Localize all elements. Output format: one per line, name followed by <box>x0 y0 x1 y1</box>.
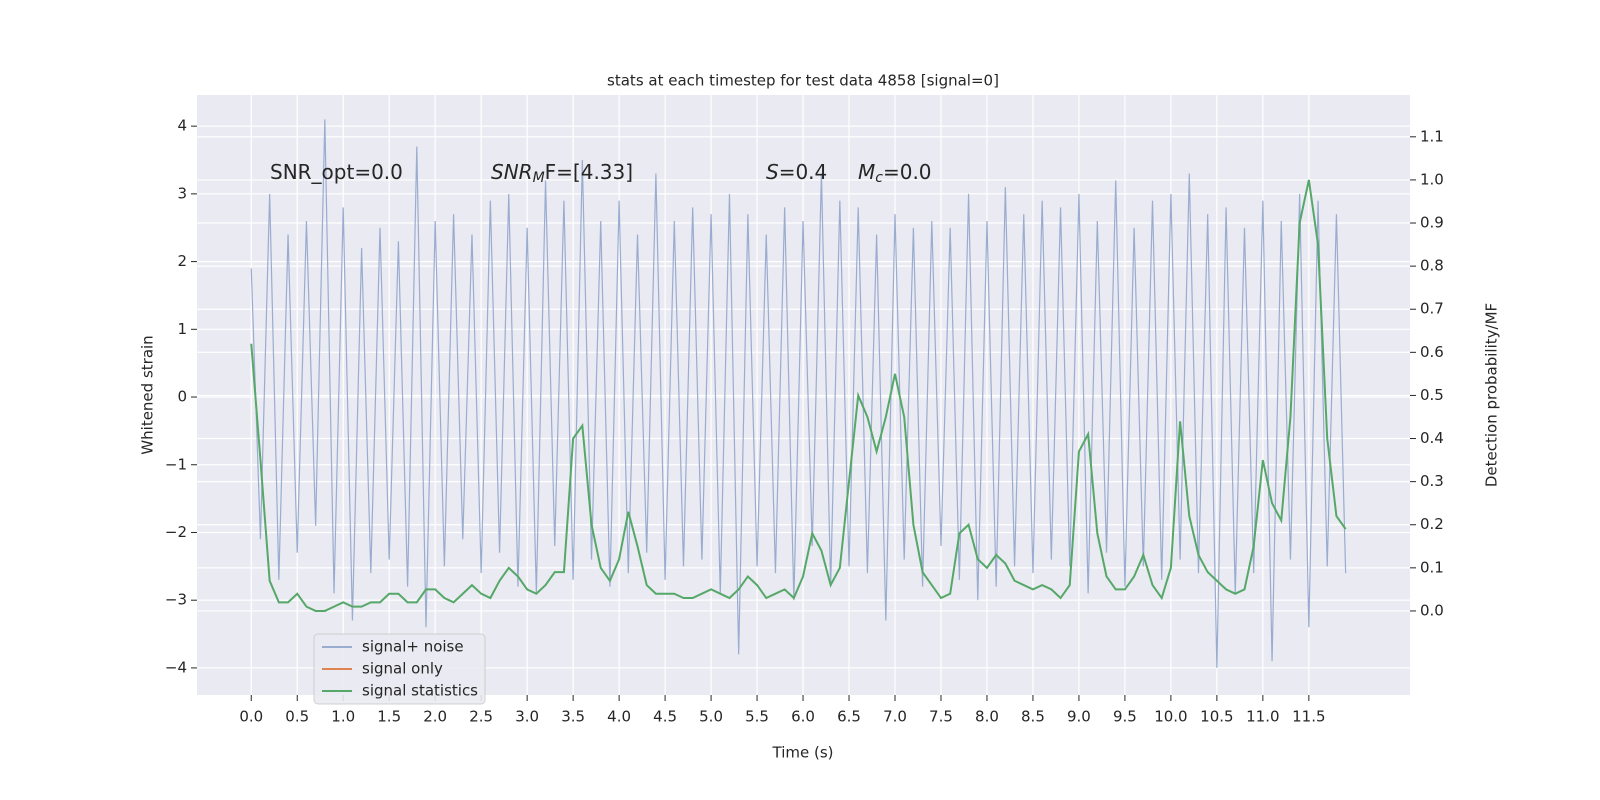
y-tick-label: −3 <box>165 591 187 609</box>
annotation-part: M <box>533 170 545 186</box>
x-tick-label: 7.5 <box>929 708 953 726</box>
y2-tick-label: 0.8 <box>1420 257 1444 275</box>
annotation-part: c <box>875 170 883 186</box>
legend-box <box>313 633 486 705</box>
x-tick-label: 4.5 <box>653 708 677 726</box>
y-tick-label: 3 <box>177 184 187 202</box>
x-tick-label: 6.5 <box>837 708 861 726</box>
x-tick-label: 9.0 <box>1067 708 1091 726</box>
y2-tick-label: 0.0 <box>1420 601 1444 619</box>
annotation-part: =0.0 <box>883 160 932 184</box>
annotation: SNR_opt=0.0 <box>270 160 403 184</box>
y-tick-label: 1 <box>177 320 187 338</box>
x-tick-label: 7.0 <box>883 708 907 726</box>
x-tick-label: 3.5 <box>561 708 585 726</box>
y-axis-label: Whitened strain <box>139 335 157 454</box>
y2-tick-label: 0.5 <box>1420 386 1444 404</box>
x-tick-label: 8.5 <box>1021 708 1045 726</box>
x-tick-label: 3.0 <box>515 708 539 726</box>
x-tick-label: 9.5 <box>1113 708 1137 726</box>
x-tick-label: 0.0 <box>239 708 263 726</box>
y2-tick-label: 0.1 <box>1420 558 1444 576</box>
x-tick-label: 0.5 <box>285 708 309 726</box>
x-tick-label: 2.5 <box>469 708 493 726</box>
x-tick-label: 10.0 <box>1154 708 1187 726</box>
y2-tick-label: 0.2 <box>1420 515 1444 533</box>
annotation: SNRMF=[4.33] <box>491 160 633 187</box>
legend-label: signal+ noise <box>362 638 464 656</box>
y-tick-label: −4 <box>165 658 187 676</box>
x-axis-label: Time (s) <box>772 744 834 762</box>
y2-tick-label: 0.6 <box>1420 343 1444 361</box>
x-tick-label: 11.0 <box>1246 708 1279 726</box>
y-tick-label: 2 <box>177 252 187 270</box>
x-tick-label: 1.5 <box>377 708 401 726</box>
y2-tick-label: 1.0 <box>1420 170 1444 188</box>
x-tick-label: 6.0 <box>791 708 815 726</box>
annotation: S=0.4 <box>766 160 827 184</box>
y2-tick-label: 0.3 <box>1420 472 1444 490</box>
y2-axis-label: Detection probability/MF <box>1483 303 1501 487</box>
annotation-part: =0.4 <box>779 160 828 184</box>
annotation-part: SNR_opt=0.0 <box>270 160 403 184</box>
x-tick-label: 11.5 <box>1292 708 1325 726</box>
legend-label: signal statistics <box>362 682 478 700</box>
annotation-part: SNR <box>491 160 533 184</box>
y-tick-label: 0 <box>177 388 187 406</box>
y-tick-label: 4 <box>177 117 187 135</box>
x-tick-label: 5.5 <box>745 708 769 726</box>
legend-label: signal only <box>362 660 443 678</box>
y2-tick-label: 0.4 <box>1420 429 1444 447</box>
series-line <box>250 119 1347 668</box>
x-tick-label: 10.5 <box>1200 708 1233 726</box>
annotation-part: M <box>858 160 875 184</box>
y2-tick-label: 0.9 <box>1420 214 1444 232</box>
annotation-part: S <box>766 160 779 184</box>
x-tick-label: 2.0 <box>423 708 447 726</box>
series-line <box>250 179 1347 612</box>
chart-title: stats at each timestep for test data 485… <box>607 72 999 90</box>
annotation: Mc=0.0 <box>858 160 932 187</box>
x-tick-label: 8.0 <box>975 708 999 726</box>
y2-tick-label: 1.1 <box>1420 127 1444 145</box>
x-tick-label: 4.0 <box>607 708 631 726</box>
y-tick-label: −2 <box>165 523 187 541</box>
annotation-part: F=[4.33] <box>545 160 633 184</box>
y2-tick-label: 0.7 <box>1420 300 1444 318</box>
x-tick-label: 5.0 <box>699 708 723 726</box>
y-tick-label: −1 <box>165 455 187 473</box>
x-tick-label: 1.0 <box>331 708 355 726</box>
